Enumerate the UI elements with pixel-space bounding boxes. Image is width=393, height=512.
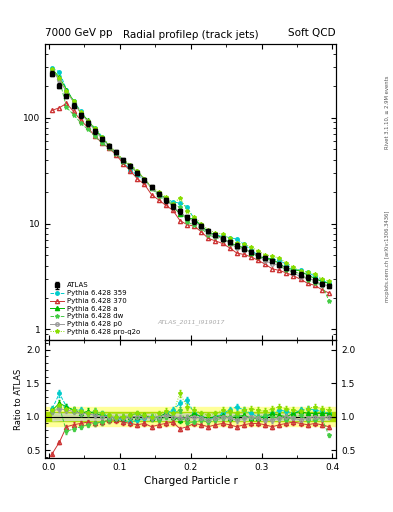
Bar (45, 412, 336, 421)
Bar (45, 408, 336, 426)
Title: Radial profileρ (track jets): Radial profileρ (track jets) (123, 30, 259, 40)
X-axis label: Charged Particle r: Charged Particle r (144, 476, 237, 486)
Text: mcplots.cern.ch [arXiv:1306.3436]: mcplots.cern.ch [arXiv:1306.3436] (385, 210, 390, 302)
Text: ATLAS_2011_I919017: ATLAS_2011_I919017 (157, 319, 224, 325)
Text: Rivet 3.1.10, ≥ 2.9M events: Rivet 3.1.10, ≥ 2.9M events (385, 76, 390, 150)
Text: Soft QCD: Soft QCD (288, 28, 336, 38)
Legend: ATLAS, Pythia 6.428 359, Pythia 6.428 370, Pythia 6.428 a, Pythia 6.428 dw, Pyth: ATLAS, Pythia 6.428 359, Pythia 6.428 37… (49, 281, 141, 336)
Text: 7000 GeV pp: 7000 GeV pp (45, 28, 113, 38)
Y-axis label: Ratio to ATLAS: Ratio to ATLAS (14, 368, 23, 430)
